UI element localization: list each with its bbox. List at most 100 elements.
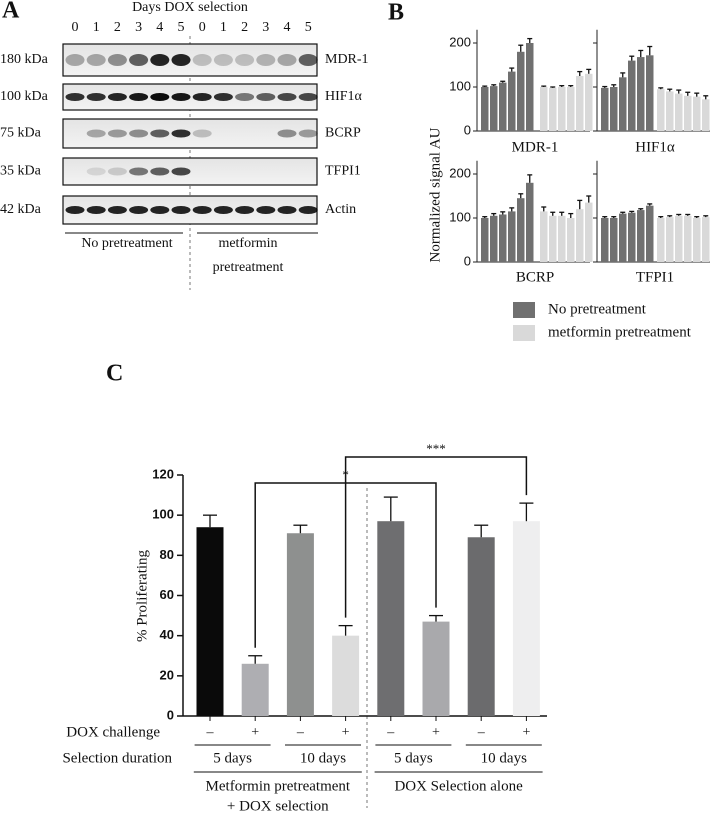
band (192, 54, 212, 66)
band (107, 206, 127, 214)
band (213, 93, 233, 101)
band (65, 206, 85, 214)
row-label: DOX challenge (66, 724, 160, 740)
band (129, 206, 149, 214)
bar (576, 209, 584, 262)
band (129, 129, 149, 138)
dox-cell: – (477, 725, 486, 740)
protein-label: TFPI1 (325, 164, 361, 179)
panel-letter: C (106, 361, 123, 387)
y-tick-label: 20 (160, 667, 174, 682)
span-label: 5 days (394, 750, 433, 766)
band (65, 54, 85, 66)
blot-strip (62, 43, 318, 77)
bar (517, 51, 525, 131)
band (277, 129, 297, 138)
lane-label: 4 (284, 20, 291, 35)
bar (666, 91, 674, 131)
lane-label: 2 (114, 20, 121, 35)
bar (628, 212, 636, 262)
band (129, 54, 149, 66)
lane-label: 0 (72, 20, 79, 35)
bar (490, 215, 498, 262)
blot-title: Days DOX selection (132, 0, 248, 15)
lane-label: 2 (241, 20, 248, 35)
legend-label: metformin pretreatment (548, 324, 692, 340)
band (150, 206, 170, 214)
y-tick-label: 100 (152, 507, 174, 522)
band (298, 93, 318, 101)
y-tick-label: 100 (449, 78, 471, 93)
y-tick-label: 60 (160, 587, 174, 602)
band (213, 54, 233, 66)
bar (517, 198, 525, 262)
span-label: 5 days (213, 750, 252, 766)
y-axis-label: % Proliferating (134, 549, 150, 642)
bar (540, 87, 548, 131)
bar (637, 57, 645, 131)
bar (585, 73, 593, 131)
bar (619, 77, 627, 131)
dox-cell: – (386, 725, 395, 740)
y-tick-label: 100 (449, 209, 471, 224)
significance-bracket (344, 456, 528, 618)
band (235, 54, 255, 66)
dox-cell: – (206, 725, 215, 740)
protein-label: BCRP (325, 126, 361, 141)
bar (675, 215, 683, 262)
panel-title: BCRP (516, 269, 554, 285)
panel-title: MDR-1 (512, 139, 559, 155)
band (256, 206, 276, 214)
bar (646, 205, 654, 262)
size-label: 42 kDa (0, 202, 42, 217)
legend-label: No pretreatment (548, 301, 647, 317)
dox-cell: + (522, 725, 530, 740)
band (86, 167, 106, 176)
protein-label: Actin (325, 202, 356, 217)
protein-label: MDR-1 (325, 52, 369, 67)
bar (499, 82, 507, 131)
bar (628, 60, 636, 131)
y-axis-label: Normalized signal AU (427, 127, 443, 262)
bar (585, 202, 593, 262)
dox-cell: + (432, 725, 440, 740)
bar (481, 218, 489, 262)
y-tick-label: 80 (160, 547, 174, 562)
size-label: 100 kDa (0, 89, 49, 104)
bar (286, 533, 314, 716)
bar (508, 71, 516, 131)
lane-label: 5 (178, 20, 185, 35)
bar (526, 43, 534, 131)
size-label: 75 kDa (0, 126, 42, 141)
bar (377, 521, 405, 716)
panel-letter: A (2, 0, 20, 24)
band (256, 93, 276, 101)
band (65, 93, 85, 101)
bar (499, 214, 507, 262)
lane-label: 5 (305, 20, 312, 35)
y-tick-label: 200 (449, 165, 471, 180)
group-label: DOX Selection alone (394, 778, 523, 794)
band (86, 93, 106, 101)
band (171, 93, 191, 101)
bar (512, 521, 540, 716)
band (107, 129, 127, 138)
group-label: + DOX selection (227, 798, 329, 814)
band (171, 206, 191, 214)
panel-title: HIF1α (635, 139, 675, 155)
lane-label: 1 (93, 20, 100, 35)
bar (666, 217, 674, 262)
bar (637, 210, 645, 262)
span-label: 10 days (300, 750, 346, 766)
bar (702, 99, 710, 131)
band (298, 54, 318, 66)
panel-title: TFPI1 (636, 269, 674, 285)
group-label: pretreatment (213, 260, 284, 275)
bar (693, 218, 701, 262)
band (107, 167, 127, 176)
lane-label: 0 (199, 20, 206, 35)
band (171, 129, 191, 138)
band (213, 206, 233, 214)
bar (657, 89, 665, 131)
bar (467, 537, 495, 716)
